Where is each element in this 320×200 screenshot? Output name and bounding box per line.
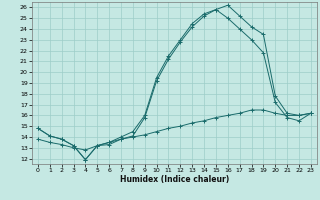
X-axis label: Humidex (Indice chaleur): Humidex (Indice chaleur)	[120, 175, 229, 184]
